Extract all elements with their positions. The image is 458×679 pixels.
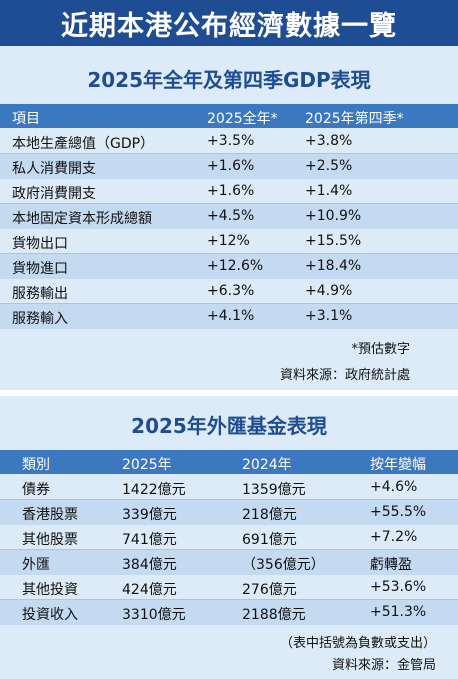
- fund-row-category: 其他投資: [22, 582, 78, 598]
- gdp-row-label: 貨物進口: [12, 261, 68, 277]
- gdp-row-q4: +3.8%: [305, 133, 353, 149]
- table-row: 債券 1422億元 1359億元 +4.6%: [0, 475, 458, 500]
- gdp-row-label: 服務輸出: [12, 286, 68, 302]
- gdp-row-annual: +1.6%: [207, 183, 255, 199]
- gdp-row-annual: +4.5%: [207, 208, 255, 224]
- gdp-header-annual: 2025全年*: [207, 111, 278, 127]
- fund-row-2025: 384億元: [122, 557, 177, 573]
- fund-panel: 2025年外匯基金表現 類別 2025年 2024年 按年變幅 債券 1422億…: [0, 396, 458, 679]
- fund-row-category: 外匯: [22, 557, 50, 573]
- gdp-footnote: *預估數字: [351, 342, 410, 357]
- table-row: 其他投資 424億元 276億元 +53.6%: [0, 575, 458, 600]
- table-row: 本地固定資本形成總額 +4.5% +10.9%: [0, 204, 458, 229]
- table-row: 香港股票 339億元 218億元 +55.5%: [0, 500, 458, 525]
- fund-row-change: +55.5%: [370, 504, 427, 520]
- gdp-header-q4: 2025年第四季*: [305, 111, 404, 127]
- fund-row-2024: 1359億元: [242, 482, 306, 498]
- table-row: 投資收入 3310億元 2188億元 +51.3%: [0, 600, 458, 625]
- fund-row-change: +7.2%: [370, 529, 418, 545]
- gdp-row-q4: +18.4%: [305, 258, 362, 274]
- gdp-row-q4: +10.9%: [305, 208, 362, 224]
- gdp-row-annual: +4.1%: [207, 308, 255, 324]
- fund-row-category: 其他股票: [22, 532, 78, 548]
- gdp-row-label: 私人消費開支: [12, 161, 96, 177]
- gdp-row-label: 貨物出口: [12, 236, 68, 252]
- gdp-source: 資料來源：政府統計處: [279, 368, 410, 383]
- fund-row-2025: 741億元: [122, 532, 177, 548]
- fund-row-2025: 1422億元: [122, 482, 186, 498]
- gdp-row-annual: +12%: [207, 233, 250, 249]
- table-row: 外匯 384億元 （356億元） 虧轉盈: [0, 550, 458, 575]
- fund-row-2024: 2188億元: [242, 607, 306, 623]
- gdp-row-label: 服務輸入: [12, 311, 68, 327]
- fund-row-2025: 3310億元: [122, 607, 186, 623]
- table-row: 貨物出口 +12% +15.5%: [0, 229, 458, 254]
- page-title: 近期本港公布經濟數據一覽: [0, 0, 458, 46]
- panel-divider: [0, 390, 458, 396]
- gdp-row-q4: +3.1%: [305, 308, 353, 324]
- gdp-row-annual: +6.3%: [207, 283, 255, 299]
- fund-section-title: 2025年外匯基金表現: [131, 414, 327, 438]
- gdp-panel: 2025年全年及第四季GDP表現 項目 2025全年* 2025年第四季* 本地…: [0, 46, 458, 390]
- fund-header-category: 類別: [22, 457, 50, 473]
- fund-row-change: +51.3%: [370, 604, 427, 620]
- fund-row-2025: 339億元: [122, 507, 177, 523]
- fund-header-2025: 2025年: [122, 457, 172, 473]
- table-row: 本地生產總值（GDP） +3.5% +3.8%: [0, 129, 458, 154]
- gdp-row-label: 政府消費開支: [12, 186, 96, 202]
- gdp-table-header: 項目 2025全年* 2025年第四季*: [0, 104, 458, 128]
- fund-row-2025: 424億元: [122, 582, 177, 598]
- fund-footnote: （表中括號為負數或支出）: [279, 636, 436, 651]
- fund-header-change: 按年變幅: [370, 457, 426, 473]
- fund-row-2024: （356億元）: [242, 557, 325, 573]
- gdp-row-q4: +1.4%: [305, 183, 353, 199]
- table-row: 政府消費開支 +1.6% +1.4%: [0, 179, 458, 204]
- table-row: 其他股票 741億元 691億元 +7.2%: [0, 525, 458, 550]
- gdp-row-q4: +15.5%: [305, 233, 362, 249]
- fund-source: 資料來源：金管局: [331, 658, 436, 673]
- fund-header-2024: 2024年: [242, 457, 292, 473]
- table-row: 私人消費開支 +1.6% +2.5%: [0, 154, 458, 179]
- gdp-row-label: 本地固定資本形成總額: [12, 211, 152, 227]
- gdp-row-annual: +3.5%: [207, 133, 255, 149]
- fund-row-change: 虧轉盈: [370, 557, 412, 573]
- fund-row-2024: 218億元: [242, 507, 297, 523]
- fund-row-change: +4.6%: [370, 479, 418, 495]
- table-row: 服務輸入 +4.1% +3.1%: [0, 304, 458, 329]
- gdp-row-label: 本地生產總值（GDP）: [12, 136, 155, 152]
- fund-row-category: 債券: [22, 482, 50, 498]
- fund-row-change: +53.6%: [370, 579, 427, 595]
- table-row: 貨物進口 +12.6% +18.4%: [0, 254, 458, 279]
- table-row: 服務輸出 +6.3% +4.9%: [0, 279, 458, 304]
- gdp-row-q4: +4.9%: [305, 283, 353, 299]
- fund-row-category: 香港股票: [22, 507, 78, 523]
- gdp-row-annual: +12.6%: [207, 258, 264, 274]
- gdp-row-annual: +1.6%: [207, 158, 255, 174]
- fund-row-2024: 276億元: [242, 582, 297, 598]
- fund-row-2024: 691億元: [242, 532, 297, 548]
- fund-table-header: 類別 2025年 2024年 按年變幅: [0, 450, 458, 474]
- gdp-header-item: 項目: [12, 111, 40, 127]
- fund-row-category: 投資收入: [22, 607, 78, 623]
- gdp-section-title: 2025年全年及第四季GDP表現: [87, 68, 371, 92]
- gdp-row-q4: +2.5%: [305, 158, 353, 174]
